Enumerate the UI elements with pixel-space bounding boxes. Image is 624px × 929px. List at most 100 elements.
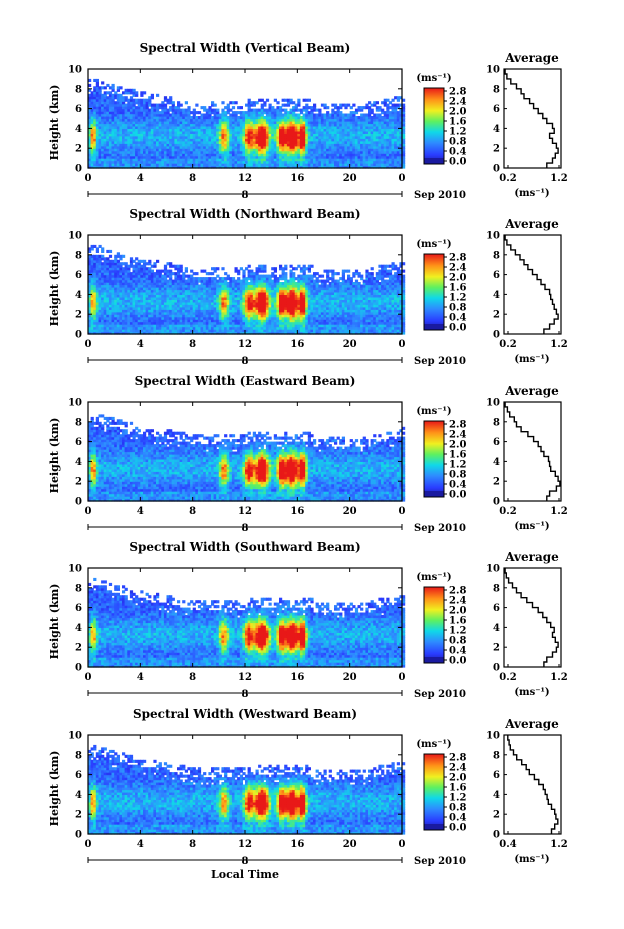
heatmap-cell: [171, 118, 175, 122]
heatmap-cell: [200, 128, 204, 132]
heatmap-cell: [360, 125, 364, 129]
heatmap-cell: [386, 140, 390, 144]
heatmap-cell: [368, 158, 372, 162]
heatmap-cell: [391, 116, 395, 120]
heatmap-cell: [93, 272, 97, 276]
heatmap-cell: [184, 148, 188, 152]
heatmap-cell: [229, 158, 233, 162]
heatmap-cell: [299, 111, 304, 115]
heatmap-cell: [145, 123, 149, 127]
y-tick-label: 2: [75, 144, 82, 155]
heatmap-cell: [182, 128, 186, 132]
heatmap-cell: [381, 123, 385, 127]
heatmap-cell: [370, 103, 374, 107]
heatmap-cell: [224, 143, 228, 147]
heatmap-cell: [294, 108, 298, 112]
heatmap-cell: [315, 121, 319, 125]
heatmap-cell: [265, 138, 270, 142]
heatmap-cell: [305, 113, 309, 117]
average-x-tick-label: 1.2: [550, 173, 567, 184]
heatmap-cell: [208, 118, 212, 122]
heatmap-cell: [106, 130, 110, 134]
heatmap-cell: [208, 145, 212, 149]
heatmap-cell: [378, 121, 382, 125]
heatmap-cell: [182, 158, 186, 162]
heatmap-cell: [106, 145, 110, 149]
heatmap-cell: [135, 153, 139, 157]
heatmap-cell: [218, 113, 222, 117]
heatmap-cell: [323, 118, 327, 122]
heatmap-cell: [197, 138, 202, 142]
heatmap-cell: [88, 106, 92, 110]
heatmap-cell: [347, 150, 351, 154]
heatmap-cell: [150, 155, 154, 159]
heatmap-cell: [158, 160, 162, 164]
y-tick-label: 10: [68, 65, 82, 76]
heatmap-cell: [360, 138, 364, 142]
heatmap-cell: [195, 111, 199, 115]
heatmap-cell: [116, 98, 120, 102]
heatmap-cell: [171, 123, 175, 127]
heatmap-cell: [276, 145, 280, 149]
heatmap-cell: [318, 123, 322, 127]
heatmap-cell: [124, 123, 128, 127]
heatmap-cell: [88, 319, 92, 323]
heatmap-cell: [148, 138, 152, 142]
heatmap-cell: [362, 150, 366, 154]
heatmap-cell: [344, 165, 348, 169]
heatmap-cell: [90, 306, 94, 310]
heatmap-cell: [234, 150, 238, 154]
heatmap-cell: [310, 145, 314, 149]
heatmap-cell: [148, 113, 152, 117]
heatmap-cell: [98, 331, 102, 335]
heatmap-cell: [391, 108, 395, 112]
heatmap-cell: [323, 145, 327, 149]
heatmap-cell: [88, 145, 92, 149]
heatmap-cell: [135, 125, 139, 129]
heatmap-cell: [286, 116, 291, 120]
heatmap-cell: [310, 138, 314, 142]
heatmap-cell: [247, 101, 251, 105]
heatmap-cell: [320, 103, 325, 107]
heatmap-cell: [323, 125, 327, 129]
heatmap-cell: [331, 165, 335, 169]
heatmap-cell: [239, 118, 243, 122]
heatmap-cell: [289, 138, 293, 142]
heatmap-cell: [284, 98, 288, 102]
heatmap-cell: [284, 108, 288, 112]
heatmap-cell: [307, 138, 311, 142]
heatmap-cell: [179, 118, 183, 122]
heatmap-cell: [95, 299, 99, 303]
heatmap-cell: [396, 150, 400, 154]
heatmap-cell: [103, 153, 107, 157]
heatmap-cell: [179, 111, 183, 115]
heatmap-cell: [93, 294, 97, 298]
heatmap-cell: [108, 138, 113, 142]
heatmap-cell: [365, 116, 369, 120]
heatmap-cell: [184, 123, 188, 127]
heatmap-cell: [111, 118, 115, 122]
heatmap-cell: [391, 140, 395, 144]
heatmap-cell: [200, 130, 204, 134]
heatmap-cell: [216, 130, 220, 134]
heatmap-cell: [174, 116, 178, 120]
heatmap-cell: [292, 138, 296, 142]
heatmap-cell: [150, 111, 154, 115]
heatmap-cell: [156, 93, 160, 97]
heatmap-cell: [286, 98, 291, 102]
heatmap-cell: [88, 296, 92, 300]
heatmap-cell: [297, 143, 301, 147]
heatmap-cell: [205, 135, 209, 139]
heatmap-cell: [268, 165, 272, 169]
heatmap-cell: [163, 165, 168, 169]
heatmap-cell: [247, 106, 251, 110]
heatmap-cell: [255, 133, 259, 137]
heatmap-cell: [234, 101, 238, 105]
heatmap-cell: [247, 121, 251, 125]
heatmap-cell: [158, 111, 162, 115]
heatmap-cell: [250, 103, 254, 107]
heatmap-cell: [95, 306, 99, 310]
heatmap-cell: [391, 130, 395, 134]
heatmap-cell: [150, 93, 154, 97]
heatmap-cell: [111, 101, 115, 105]
